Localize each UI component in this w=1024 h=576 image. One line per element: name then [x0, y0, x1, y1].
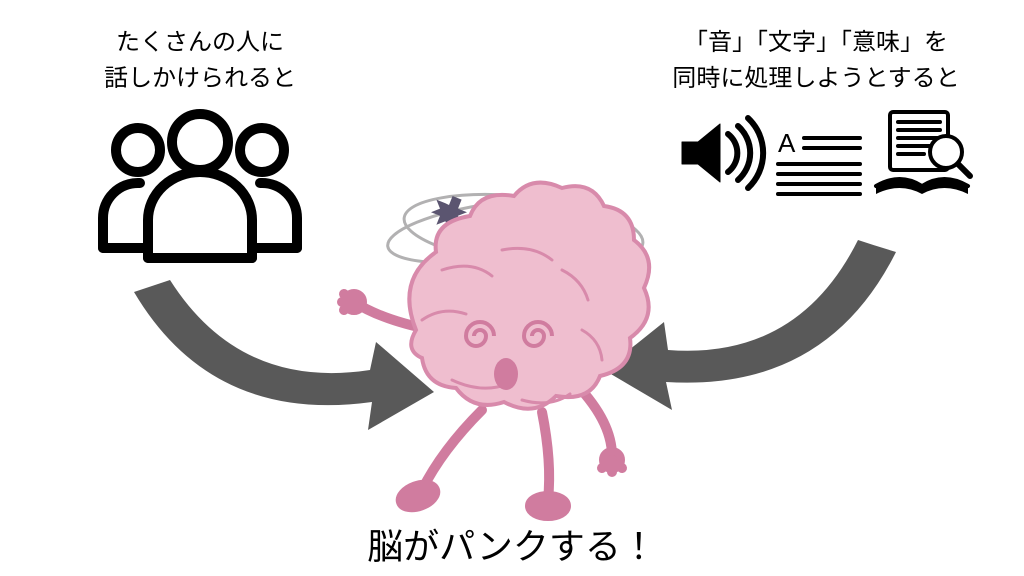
- people-group-icon: [103, 114, 297, 258]
- dictionary-search-icon: [876, 112, 970, 194]
- svg-text:A: A: [778, 128, 796, 158]
- dizzy-brain-character: [342, 183, 649, 516]
- left-arrow-icon: [134, 280, 434, 430]
- text-lines-icon: A: [778, 128, 860, 194]
- speaker-sound-icon: [682, 118, 763, 188]
- diagram-canvas: A: [0, 0, 1024, 576]
